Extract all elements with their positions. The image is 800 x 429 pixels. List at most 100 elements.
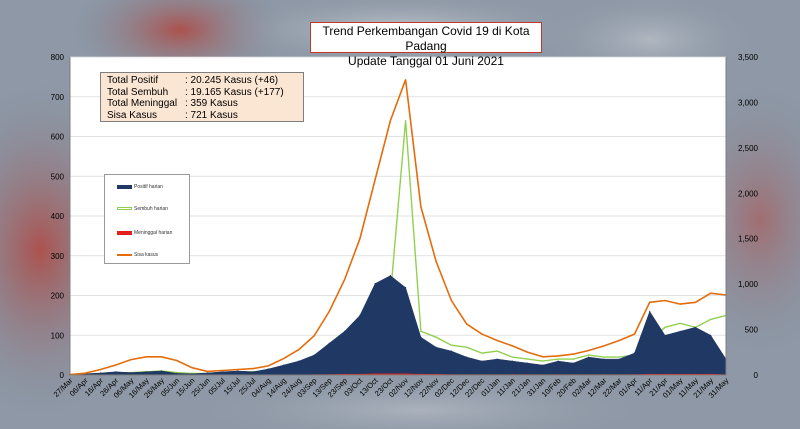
data-point <box>222 369 224 372</box>
data-point <box>496 358 498 360</box>
data-point <box>420 336 422 338</box>
data-point <box>344 330 346 332</box>
data-point <box>420 330 422 332</box>
stat-label: Total Meninggal <box>107 98 178 109</box>
right-tick-label: 1,500 <box>738 235 759 244</box>
legend-label: Meninggal harian <box>134 230 173 236</box>
data-point <box>176 372 178 374</box>
data-point <box>542 360 544 362</box>
data-point <box>328 310 330 312</box>
right-tick-label: 0 <box>754 371 759 380</box>
data-point <box>374 179 376 181</box>
series-sisa-kasus-line <box>69 79 727 376</box>
series-sembuh-harian-line <box>69 120 727 376</box>
data-point <box>649 310 651 312</box>
data-point <box>160 356 163 358</box>
data-point <box>435 346 437 348</box>
stat-sisa: Sisa Kasus: 721 Kasus <box>107 110 303 122</box>
data-point <box>374 373 376 375</box>
data-point <box>298 360 300 362</box>
x-axis-ticks: 27/Mar06/Apr16/Apr26/Apr06/May16/May26/M… <box>52 375 731 399</box>
data-point <box>588 356 590 358</box>
data-point <box>679 322 681 324</box>
data-point <box>450 299 452 302</box>
data-point <box>664 326 666 328</box>
left-tick-label: 700 <box>51 93 65 102</box>
data-point <box>664 334 666 336</box>
legend-swatch <box>117 207 132 210</box>
right-tick-label: 1,000 <box>738 280 759 289</box>
data-point <box>466 346 468 348</box>
data-point <box>405 120 407 122</box>
data-point <box>710 318 712 320</box>
data-point <box>588 349 590 352</box>
data-point <box>511 360 513 362</box>
data-point <box>222 371 224 373</box>
data-point <box>176 359 178 362</box>
data-point <box>710 334 712 336</box>
data-point <box>191 367 193 369</box>
data-point <box>405 373 407 375</box>
data-point <box>191 373 193 375</box>
left-tick-label: 400 <box>51 212 65 221</box>
data-point <box>115 371 117 373</box>
data-point <box>679 330 681 332</box>
stat-label: Total Positif <box>107 75 159 86</box>
data-point <box>466 323 468 325</box>
data-point <box>160 370 163 372</box>
data-point <box>694 301 697 303</box>
legend-label: Positif harian <box>134 184 163 190</box>
right-tick-label: 500 <box>745 326 759 335</box>
data-point <box>633 352 636 354</box>
right-tick-label: 3,000 <box>738 98 759 107</box>
data-point <box>389 373 391 375</box>
data-point <box>313 335 315 337</box>
data-point <box>283 364 285 366</box>
data-point <box>405 79 407 81</box>
legend-label: Sembuh harian <box>134 206 168 212</box>
data-point <box>694 326 697 328</box>
data-point <box>389 275 391 277</box>
data-point <box>511 356 513 358</box>
data-point <box>374 283 376 285</box>
data-point <box>557 360 559 362</box>
data-point <box>267 368 269 370</box>
data-point <box>145 356 147 358</box>
data-point <box>633 333 636 335</box>
left-tick-label: 800 <box>51 53 65 62</box>
data-point <box>649 301 651 303</box>
data-point <box>359 314 361 316</box>
left-tick-label: 100 <box>51 331 65 340</box>
data-point <box>84 372 86 374</box>
legend-swatch <box>117 254 132 256</box>
data-point <box>298 349 300 351</box>
data-point <box>267 365 269 367</box>
data-point <box>496 339 498 342</box>
data-point <box>572 362 575 364</box>
left-tick-label: 0 <box>60 371 65 380</box>
stat-meninggal: Total Meninggal: 359 Kasus <box>107 98 303 110</box>
data-point <box>710 292 712 294</box>
left-tick-label: 500 <box>51 172 65 181</box>
data-point <box>450 350 452 352</box>
right-tick-label: 2,000 <box>738 189 759 198</box>
right-tick-label: 3,500 <box>738 53 759 62</box>
data-point <box>572 353 575 355</box>
data-point <box>130 359 132 361</box>
stats-box: Total Positif : 20.245 Kasus (+46) Total … <box>100 72 304 122</box>
data-point <box>618 356 620 358</box>
data-point <box>496 350 498 352</box>
left-tick-label: 600 <box>51 133 65 142</box>
stat-value: : 20.245 Kasus (+46) <box>185 75 279 86</box>
data-point <box>99 368 102 371</box>
chart-title-box: Trend Perkembangan Covid 19 di Kota Pada… <box>310 22 542 68</box>
stat-value: : 19.165 Kasus (+177) <box>185 86 284 98</box>
data-point <box>618 339 620 342</box>
axes <box>69 57 727 376</box>
data-point <box>405 287 407 289</box>
data-point <box>389 120 391 122</box>
data-point <box>572 358 575 360</box>
data-point <box>557 355 559 357</box>
data-point <box>679 303 681 305</box>
